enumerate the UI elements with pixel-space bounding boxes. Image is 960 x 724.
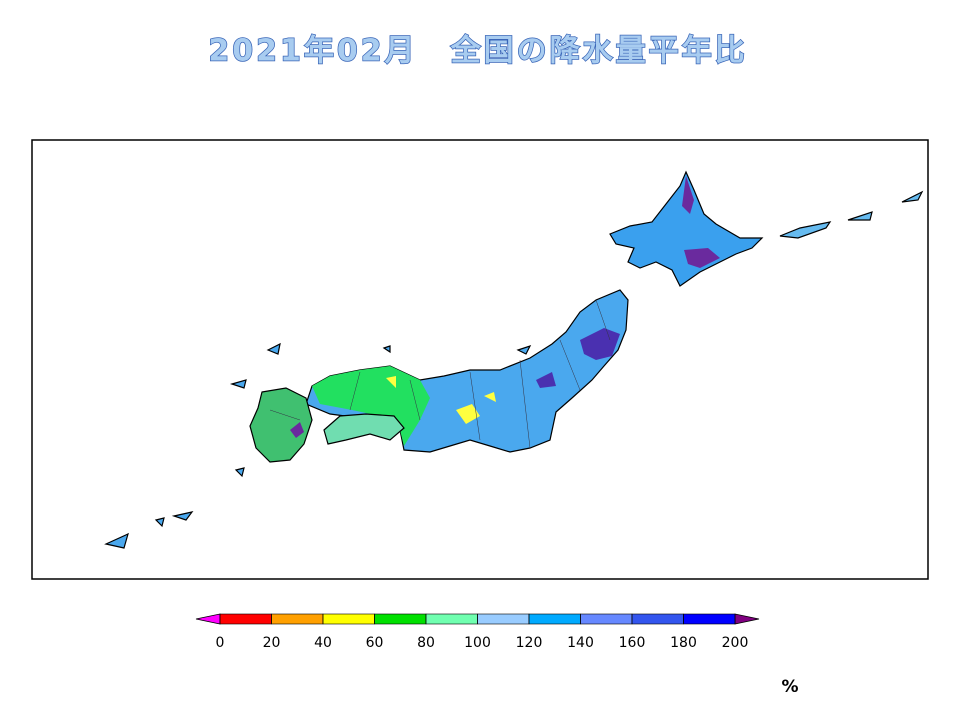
boundaries: [269, 299, 611, 449]
colorbar-tick-label: 0: [216, 635, 225, 651]
colorbar-segment: [683, 613, 736, 625]
colorbar-tick-label: 60: [366, 635, 384, 651]
colorbar-tick-label: 140: [567, 635, 594, 651]
kyushu-high: [290, 422, 304, 438]
islands: [104, 342, 532, 549]
shikoku: [323, 413, 405, 445]
honshu-high: [536, 328, 620, 388]
kyushu: [249, 387, 313, 463]
colorbar-tick-label: 80: [417, 635, 435, 651]
colorbar-segment: [374, 613, 427, 625]
colorbar-segment: [219, 613, 272, 625]
colorbar-segment: [271, 613, 324, 625]
colorbar-tick-label: 160: [619, 635, 646, 651]
colorbar-under: [195, 613, 221, 625]
colorbar-tick-label: 180: [670, 635, 697, 651]
hokkaido-high: [682, 176, 720, 268]
colorbar-over: [734, 613, 760, 625]
colorbar-segment: [477, 613, 530, 625]
colorbar: 0 20 40 60 80 100 120 140 160 180 200: [195, 613, 760, 651]
unit-label: %: [781, 677, 798, 697]
colorbar-tick-label: 100: [464, 635, 491, 651]
map: [31, 139, 929, 580]
colorbar-segment: [528, 613, 581, 625]
colorbar-tick-label: 40: [314, 635, 332, 651]
colorbar-segment: [322, 613, 375, 625]
colorbar-tick-label: 120: [516, 635, 543, 651]
colorbar-segment: [580, 613, 633, 625]
colorbar-segment: [631, 613, 684, 625]
hokkaido: [609, 170, 764, 287]
honshu-yellow: [386, 376, 496, 424]
colorbar-tick-label: 200: [722, 635, 749, 651]
kuril: [779, 190, 924, 239]
title: 2021年02月 全国の降水量平年比: [208, 34, 747, 69]
colorbar-tick-label: 20: [263, 635, 281, 651]
colorbar-segment: [425, 613, 478, 625]
map-frame: [31, 139, 929, 580]
